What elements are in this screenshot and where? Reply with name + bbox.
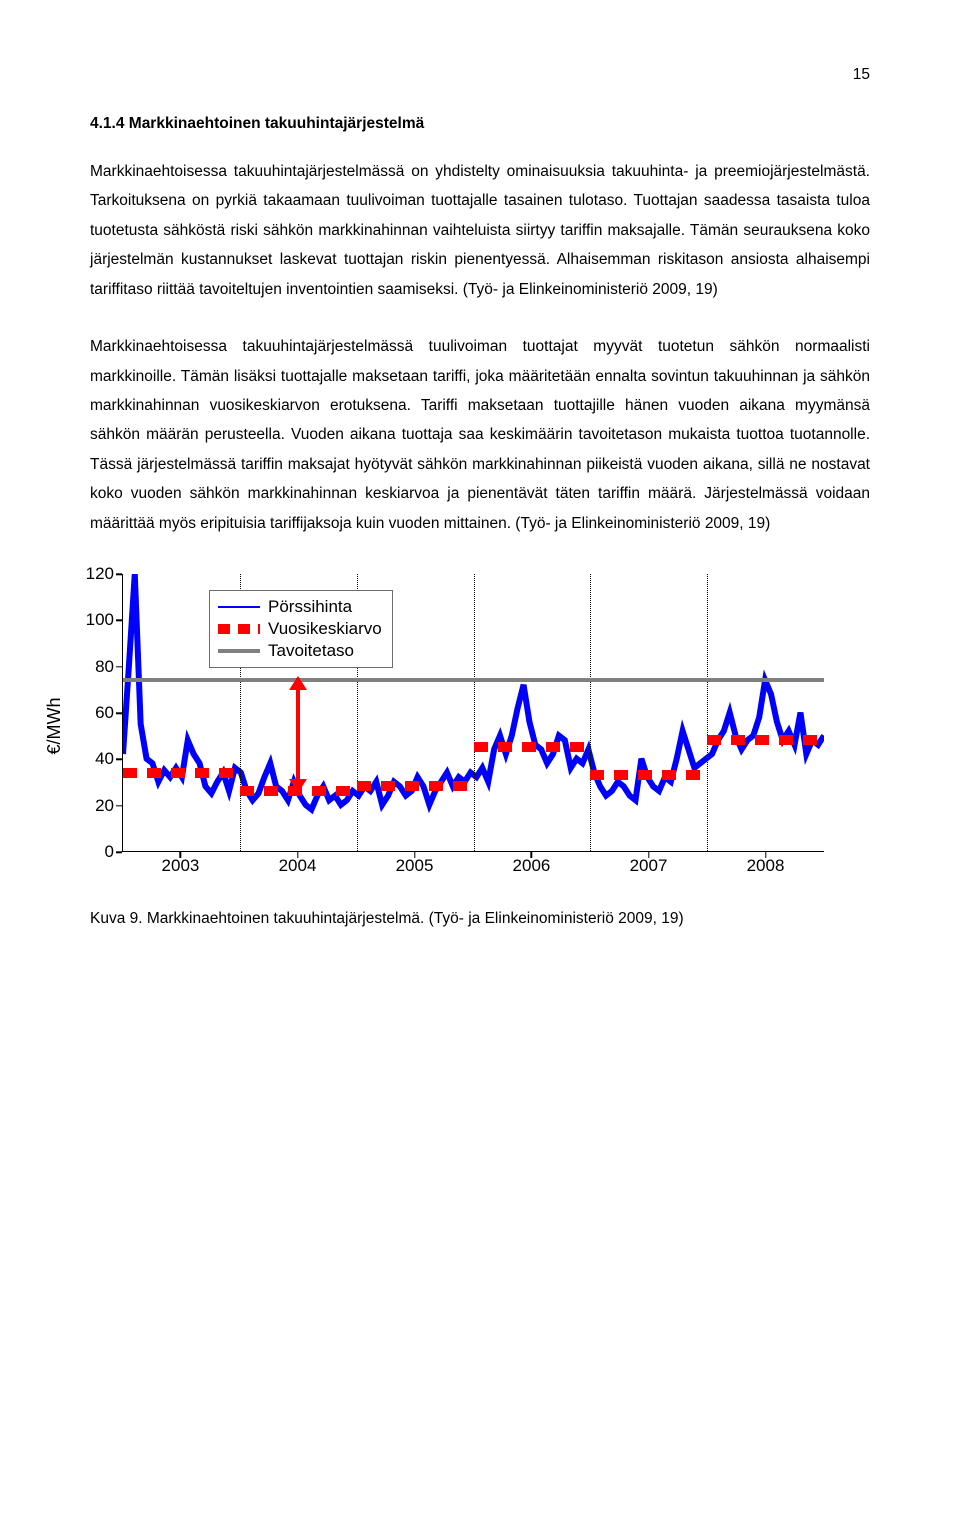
legend-swatch-icon <box>218 606 260 608</box>
y-tick-mark <box>116 851 122 852</box>
y-tick-mark <box>116 573 122 574</box>
y-tick-label: 20 <box>60 790 114 822</box>
year-divider <box>707 574 708 851</box>
page-number: 15 <box>90 60 870 89</box>
tariff-arrow <box>296 678 300 791</box>
y-tick-label: 80 <box>60 651 114 683</box>
x-tick-mark <box>414 852 415 858</box>
y-tick-label: 0 <box>60 836 114 868</box>
x-tick-mark <box>648 852 649 858</box>
figure-caption: Kuva 9. Markkinaehtoinen takuuhintajärje… <box>90 904 870 933</box>
legend-label: Tavoitetaso <box>268 635 354 667</box>
arrow-head-icon <box>289 779 307 793</box>
paragraph-1: Markkinaehtoisessa takuuhintajärjestelmä… <box>90 157 870 304</box>
chart-legend: PörssihintaVuosikeskiarvoTavoitetaso <box>209 590 393 668</box>
paragraph-2: Markkinaehtoisessa takuuhintajärjestelmä… <box>90 332 870 538</box>
year-divider <box>590 574 591 851</box>
x-tick-mark <box>180 852 181 858</box>
yearly-average-segment <box>123 768 240 778</box>
y-tick-label: 100 <box>60 604 114 636</box>
section-heading: 4.1.4 Markkinaehtoinen takuuhintajärjest… <box>90 109 870 138</box>
yearly-average-segment <box>707 735 824 745</box>
yearly-average-segment <box>357 781 474 791</box>
y-tick-mark <box>116 712 122 713</box>
y-tick-label: 120 <box>60 558 114 590</box>
year-divider <box>474 574 475 851</box>
y-tick-mark <box>116 805 122 806</box>
y-tick-mark <box>116 620 122 621</box>
y-tick-mark <box>116 759 122 760</box>
chart-figure: €/MWh PörssihintaVuosikeskiarvoTavoiteta… <box>60 566 840 886</box>
y-tick-label: 60 <box>60 697 114 729</box>
x-tick-mark <box>531 852 532 858</box>
legend-swatch-icon <box>218 624 260 634</box>
yearly-average-segment <box>474 742 591 752</box>
x-tick-mark <box>297 852 298 858</box>
arrow-head-icon <box>289 676 307 690</box>
target-level-line <box>123 678 824 682</box>
legend-swatch-icon <box>218 649 260 653</box>
y-tick-mark <box>116 666 122 667</box>
x-tick-mark <box>765 852 766 858</box>
y-tick-label: 40 <box>60 743 114 775</box>
yearly-average-segment <box>590 770 707 780</box>
